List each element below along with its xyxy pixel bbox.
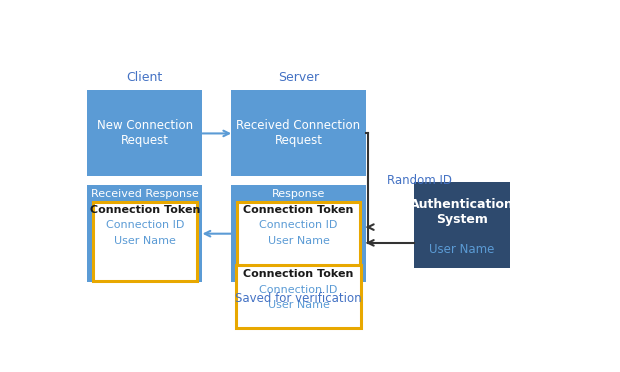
FancyBboxPatch shape [237,202,360,280]
Text: User Name: User Name [114,236,175,246]
Text: Server: Server [278,71,319,84]
Text: Random ID: Random ID [388,174,453,187]
Text: Connection Token: Connection Token [243,205,354,215]
Text: Saved for verification: Saved for verification [235,292,362,305]
Text: New Connection
Request: New Connection Request [97,119,193,147]
Text: User Name: User Name [268,300,329,310]
FancyBboxPatch shape [87,185,202,282]
Text: Connection ID: Connection ID [105,220,184,230]
FancyBboxPatch shape [93,202,197,280]
FancyBboxPatch shape [414,182,510,268]
FancyBboxPatch shape [231,185,366,282]
Text: Connection Token: Connection Token [243,269,354,279]
Text: User Name: User Name [268,236,329,246]
FancyBboxPatch shape [87,90,202,176]
Text: Response: Response [272,189,326,199]
Text: Received Response: Received Response [91,189,198,199]
Text: Connection ID: Connection ID [259,285,338,295]
FancyBboxPatch shape [231,90,366,176]
Text: Client: Client [126,71,163,84]
Text: Authentication
System: Authentication System [410,198,514,226]
Text: User Name: User Name [429,243,495,256]
Text: Connection ID: Connection ID [259,220,338,230]
FancyBboxPatch shape [236,265,361,328]
Text: Connection Token: Connection Token [89,205,200,215]
Text: Received Connection
Request: Received Connection Request [236,119,361,147]
